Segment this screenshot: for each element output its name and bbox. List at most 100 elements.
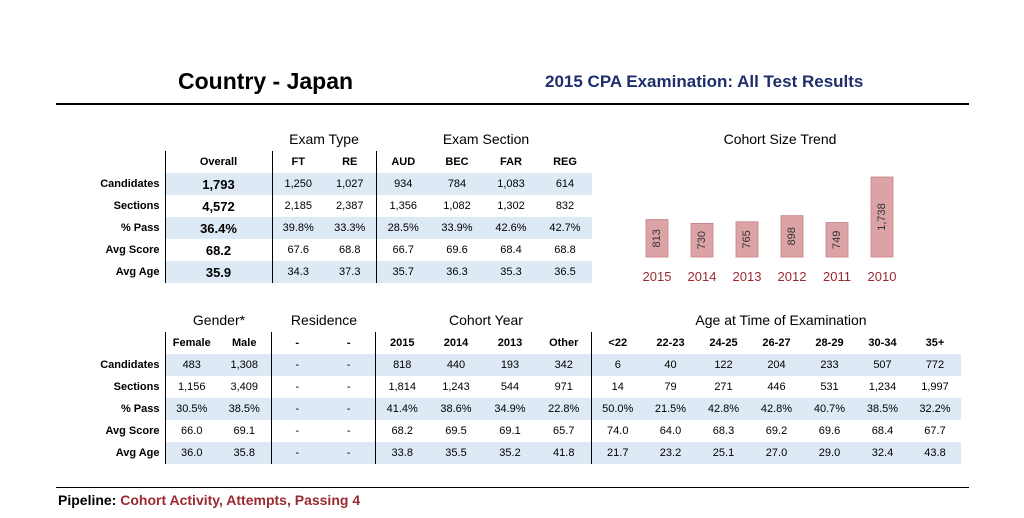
bar-value-label: 1,738 [876,203,888,231]
col-header: <22 [590,332,644,354]
x-tick-label: 2012 [778,269,807,284]
cell: 69.6 [818,425,841,437]
cell: 25.1 [697,442,750,464]
cell: - [323,354,375,376]
cell: 1,302 [497,200,525,212]
cell: 33.3% [324,217,376,239]
bar-value-label: 898 [786,227,798,245]
cell: 42.6% [484,217,538,239]
cell: 68.8 [339,244,361,256]
cell: 934 [375,173,430,195]
cell: 42.7% [538,217,592,239]
group-residence: Residence [290,312,358,328]
x-tick-label: 2011 [823,269,851,284]
cell: 29.0 [803,442,856,464]
cell: 531 [820,381,839,393]
cell: 784 [430,173,484,195]
cell: - [270,420,323,442]
col-header: FAR [500,156,522,168]
cell: 32.4 [856,442,909,464]
cell: 69.6 [446,244,468,256]
cell: 42.8% [750,398,803,420]
cell: 41.8 [537,442,591,464]
cell: 27.0 [750,442,803,464]
table-header-row: Overall FT RE AUD BEC FAR REG [96,151,592,173]
cell: 79 [664,381,677,393]
cell: - [323,398,375,420]
cell: - [323,442,375,464]
cell: 32.2% [909,398,961,420]
cell: 43.8 [909,442,961,464]
bar-2011 [825,222,849,258]
col-header: 35+ [925,337,945,349]
cell: 68.2 [164,239,272,261]
cell: 440 [429,354,483,376]
cell: 42.8% [697,398,750,420]
cell: 34.3 [271,261,324,283]
cell: 21.5% [644,398,697,420]
cell: 36.4% [164,217,272,239]
table-row: % Pass 36.4% 39.8% 33.3% 28.5% 33.9% 42.… [96,217,592,239]
cell: 68.4 [871,425,894,437]
cell: - [270,398,323,420]
cell: 38.5% [856,398,909,420]
col-header: 28-29 [815,337,844,349]
cell: 1,356 [375,195,430,217]
bar-2013 [735,221,759,258]
cell: 35.7 [375,261,430,283]
cell: 1,027 [324,173,376,195]
cell: 544 [500,381,520,393]
cell: 772 [909,354,961,376]
table-row: Sections 1,156 3,409 - - 1,814 1,243 544… [96,376,961,398]
cell: 67.7 [924,425,946,437]
cell: 6 [590,354,644,376]
row-label: Avg Score [105,244,160,256]
cell: 1,156 [164,376,218,398]
cell: 34.9% [483,398,537,420]
cell: 1,814 [374,376,429,398]
cell: 65.7 [553,425,575,437]
cell: - [270,442,323,464]
cell: 342 [537,354,591,376]
col-header: 26-27 [762,337,791,349]
cell: 1,234 [868,381,897,393]
cell: 38.6% [429,398,483,420]
col-header: - [346,337,351,349]
cell: 33.8 [374,442,429,464]
breakdown-table: Female Male - - 2015 2014 2013 Other <22… [96,332,962,464]
x-tick-label: 2013 [733,269,762,284]
cell: 971 [554,381,573,393]
cell: 271 [714,381,733,393]
bar-2015 [645,219,669,258]
row-label: Sections [113,200,160,212]
cell: 22.8% [537,398,591,420]
cell: 818 [374,354,429,376]
cell: 40 [644,354,697,376]
cell: 1,243 [442,381,470,393]
row-label: Avg Age [115,266,160,278]
cell: 36.0 [164,442,218,464]
cell: 36.3 [430,261,484,283]
group-exam-section: Exam Section [442,131,530,147]
bar-2010 [870,176,894,258]
col-header: FT [271,151,324,173]
col-header: - [270,332,323,354]
cell: 23.2 [644,442,697,464]
group-gender: Gender* [192,312,246,328]
col-header: 24-25 [709,337,738,349]
cell: 41.4% [374,398,429,420]
cell: 1,308 [218,354,271,376]
cell: 66.7 [375,239,430,261]
bar-value-label: 765 [741,230,753,248]
cell: 67.6 [271,239,324,261]
col-header: 2015 [374,332,429,354]
table-row: Avg Score 66.0 69.1 - - 68.2 69.5 69.1 6… [96,420,961,442]
cell: 446 [767,381,786,393]
cell: 30.5% [164,398,218,420]
cell: 35.2 [483,442,537,464]
cell: 122 [697,354,750,376]
table-header-row: Female Male - - 2015 2014 2013 Other <22… [96,332,961,354]
col-header: 2014 [443,337,469,349]
x-tick-label: 2014 [688,269,717,284]
row-label: Candidates [100,178,160,190]
